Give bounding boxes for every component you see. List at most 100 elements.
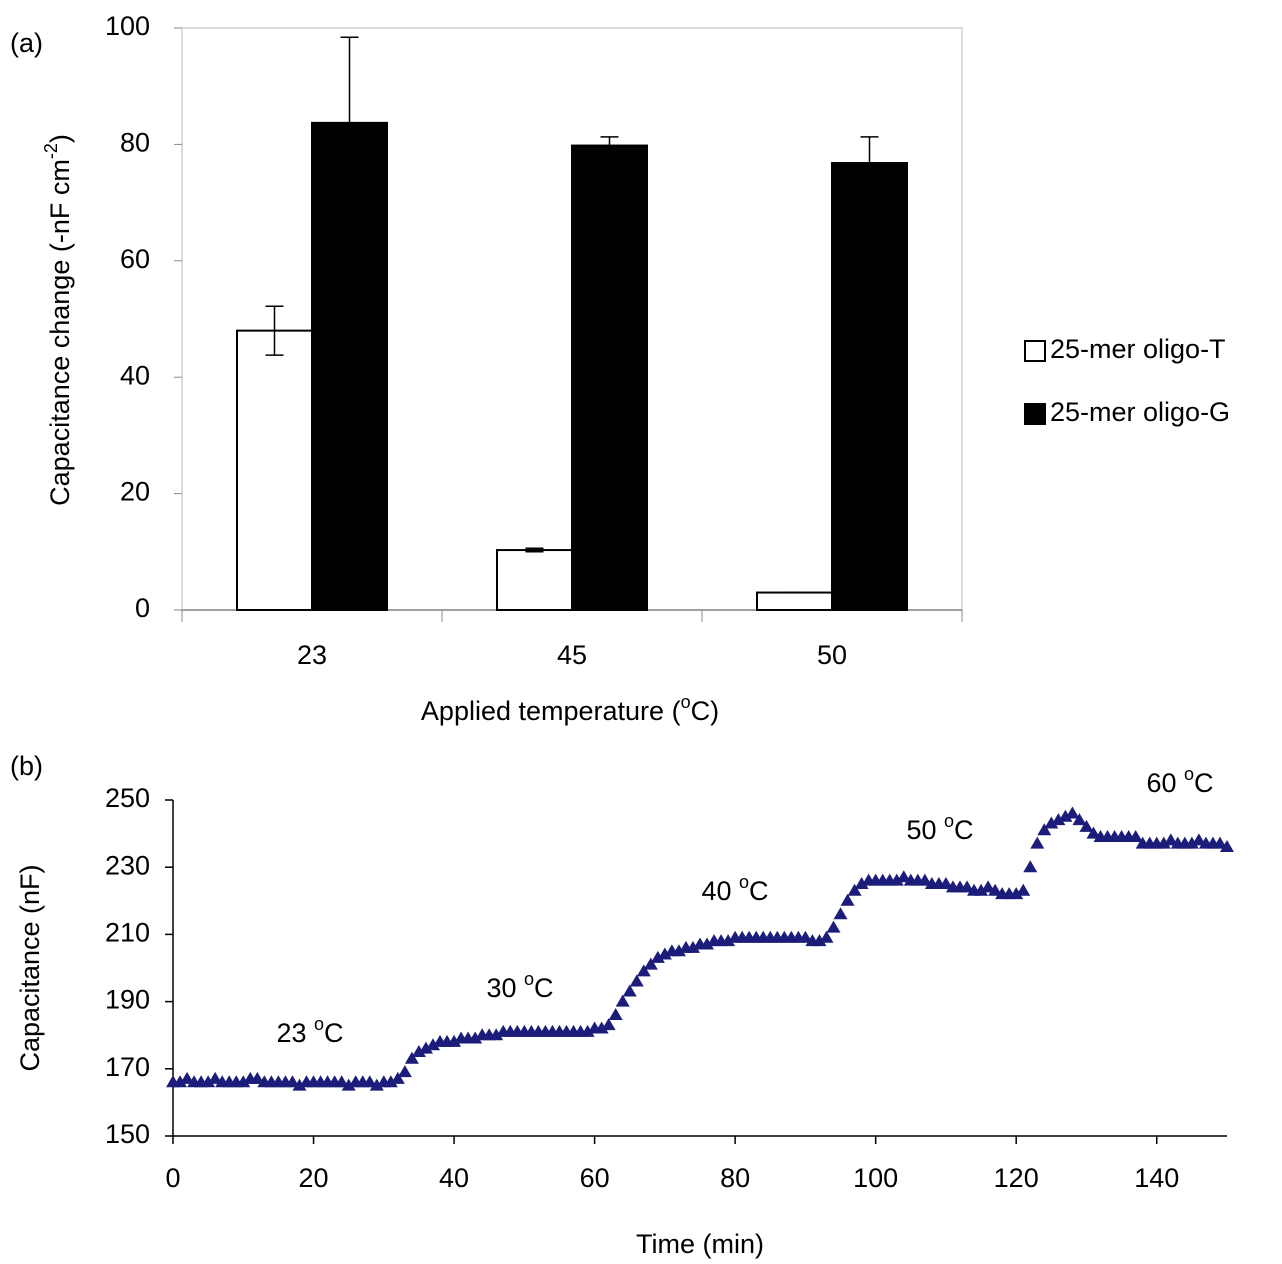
marker: [1016, 883, 1031, 896]
marker: [390, 1071, 405, 1084]
marker: [362, 1075, 377, 1088]
bar: [236, 329, 313, 611]
annotation-part: C: [954, 815, 974, 845]
x-axis-label: Time (min): [636, 1229, 764, 1259]
marker: [819, 930, 834, 943]
marker: [1191, 833, 1206, 846]
x-tick-label: 80: [720, 1163, 750, 1193]
marker: [468, 1031, 483, 1044]
marker: [988, 883, 1003, 896]
marker: [594, 1021, 609, 1034]
marker: [397, 1065, 412, 1078]
x-tick-label: 140: [1134, 1163, 1179, 1193]
legend-label: 25-mer oligo-T: [1050, 334, 1226, 364]
marker: [383, 1075, 398, 1088]
marker: [960, 880, 975, 893]
annotation-part: o: [1184, 764, 1194, 784]
marker: [1220, 840, 1234, 853]
annotation: 30 oC: [486, 969, 553, 1003]
marker: [425, 1038, 440, 1051]
marker: [208, 1071, 223, 1084]
marker: [847, 883, 862, 896]
marker: [798, 930, 813, 943]
annotation: 40 oC: [701, 872, 768, 906]
marker: [826, 920, 841, 933]
marker: [1065, 806, 1080, 819]
marker: [201, 1075, 216, 1088]
y-tick-label: 250: [105, 783, 150, 813]
marker: [643, 957, 658, 970]
marker: [1079, 819, 1094, 832]
marker: [1086, 826, 1101, 839]
marker: [685, 940, 700, 953]
y-tick-label: 100: [105, 11, 150, 41]
bar: [571, 144, 648, 611]
x-tick-label: 23: [297, 640, 327, 670]
y-tick-label: 150: [105, 1119, 150, 1149]
marker: [292, 1078, 307, 1091]
marker: [833, 907, 848, 920]
error-bar: [860, 136, 879, 190]
marker: [1163, 833, 1178, 846]
marker: [650, 950, 665, 963]
bar: [496, 549, 573, 612]
marker: [1058, 809, 1073, 822]
annotation: 50 oC: [906, 811, 973, 845]
y-tick-label: 20: [120, 477, 150, 507]
x-axis-label: Applied temperature (oC): [421, 692, 719, 726]
marker: [812, 934, 827, 947]
marker: [341, 1078, 356, 1091]
marker: [285, 1075, 300, 1088]
marker: [657, 947, 672, 960]
legend-swatch: [1024, 403, 1046, 425]
bar: [831, 162, 908, 612]
marker: [1184, 836, 1199, 849]
annotation-part: 23: [276, 1018, 314, 1048]
marker: [700, 937, 715, 950]
marker: [334, 1075, 349, 1088]
error-bar: [265, 305, 284, 356]
x-tick-label: 20: [299, 1163, 329, 1193]
annotation: 60 oC: [1146, 764, 1213, 798]
x-axis-label-part: o: [681, 692, 691, 712]
annotation-part: C: [1194, 768, 1214, 798]
marker: [615, 994, 630, 1007]
annotation-part: o: [739, 872, 749, 892]
x-axis-label-part: C): [691, 696, 720, 726]
marker: [173, 1075, 188, 1088]
y-axis-label-part: Capacitance change (-nF cm: [45, 159, 75, 506]
x-tick-label: 0: [165, 1163, 180, 1193]
marker: [1212, 836, 1227, 849]
marker: [1009, 887, 1024, 900]
marker: [489, 1028, 504, 1041]
y-tick-label: 0: [135, 593, 150, 623]
error-bar: [525, 547, 544, 553]
y-axis-label: Capacitance change (-nF cm-2): [41, 134, 75, 506]
marker: [854, 877, 869, 889]
marker: [608, 1008, 623, 1021]
panel-label: (a): [10, 28, 43, 58]
marker: [180, 1071, 195, 1084]
error-bar: [600, 136, 619, 156]
y-tick-label: 40: [120, 360, 150, 390]
annotation-part: C: [749, 876, 769, 906]
annotation-part: o: [944, 811, 954, 831]
marker: [1044, 816, 1059, 829]
annotation: 23 oC: [276, 1014, 343, 1048]
marker: [1072, 813, 1087, 826]
annotation-part: C: [324, 1018, 344, 1048]
x-tick-label: 40: [439, 1163, 469, 1193]
y-tick-label: 80: [120, 128, 150, 158]
marker: [250, 1071, 265, 1084]
marker: [938, 877, 953, 889]
y-tick-label: 230: [105, 850, 150, 880]
marker: [1023, 860, 1038, 873]
x-tick-label: 45: [557, 640, 587, 670]
marker: [411, 1045, 426, 1057]
y-axis-label-part: ): [45, 134, 75, 143]
x-tick-label: 120: [994, 1163, 1039, 1193]
legend-label: 25-mer oligo-G: [1050, 397, 1230, 427]
annotation-part: C: [534, 973, 554, 1003]
marker: [369, 1078, 384, 1091]
